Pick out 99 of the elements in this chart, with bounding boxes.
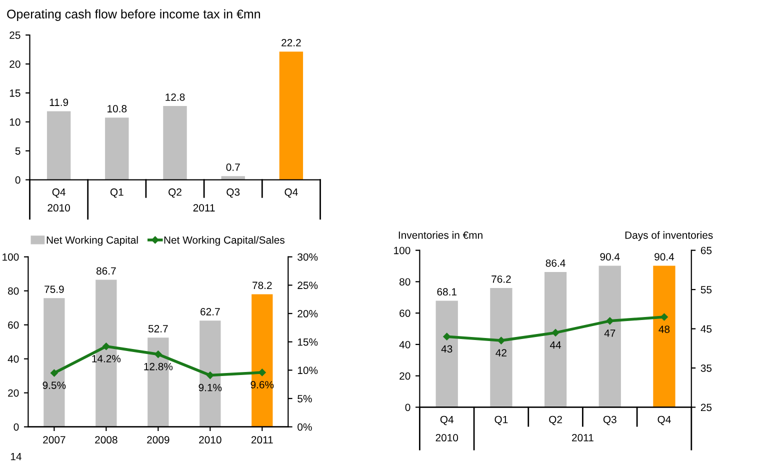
bar xyxy=(250,294,274,427)
y-tick-label: 60 xyxy=(8,321,19,329)
y2-tick-label: 35 xyxy=(700,364,712,372)
bar xyxy=(598,265,622,408)
data-label: 11.9 xyxy=(50,98,68,106)
x-tick-label: 2008 xyxy=(95,436,118,444)
x-tick-label: Q3 xyxy=(226,188,240,198)
chart-title: Operating cash flow before income tax in €mn xyxy=(7,9,260,21)
data-label: 86.4 xyxy=(546,259,566,267)
data-label: 90.4 xyxy=(654,253,674,261)
y2-tick-label: 15% xyxy=(298,338,318,346)
data-label: 42 xyxy=(496,349,506,356)
x-tick-label: Q4 xyxy=(284,188,298,198)
bar xyxy=(489,287,513,408)
y-tick-label: 40 xyxy=(399,340,410,348)
bar xyxy=(652,265,676,408)
y-tick-label: 25 xyxy=(10,32,20,39)
point xyxy=(258,368,266,376)
y2-tick-label: 20% xyxy=(298,310,318,318)
x-tick-label: 2007 xyxy=(43,436,66,444)
point xyxy=(660,313,668,321)
y-tick-label: 20 xyxy=(8,389,19,397)
x-tick-label: Q4 xyxy=(658,416,671,426)
text: 2010 xyxy=(48,204,70,212)
point xyxy=(102,342,110,350)
y-tick-label: 20 xyxy=(10,60,20,68)
bar xyxy=(42,297,66,427)
data-label: 78.2 xyxy=(252,282,272,290)
bar xyxy=(278,50,304,180)
y-tick-label: 80 xyxy=(8,287,19,295)
y-axis-title: Inventories in €mn xyxy=(398,231,482,239)
y-tick-label: 0 xyxy=(14,423,19,431)
data-label: 9.5% xyxy=(42,382,66,389)
point xyxy=(443,332,450,340)
point xyxy=(154,350,162,358)
data-label: 76.2 xyxy=(492,275,511,283)
y-tick-label: 0 xyxy=(15,176,20,184)
y2-tick-label: 25 xyxy=(700,404,712,412)
data-label: 9.1% xyxy=(198,384,222,392)
data-label: 44 xyxy=(550,341,562,349)
point xyxy=(552,329,560,336)
y2-tick-label: 45 xyxy=(700,325,712,333)
point xyxy=(606,317,614,325)
bar xyxy=(435,300,459,408)
y-tick-label: 20 xyxy=(400,372,410,380)
y2-tick-label: 30% xyxy=(298,253,318,261)
data-label: 48 xyxy=(658,326,670,333)
data-label: 0.7 xyxy=(226,164,240,171)
bar xyxy=(46,110,72,180)
data-label: 12.8% xyxy=(144,362,173,370)
x-tick-label: Q3 xyxy=(603,416,616,426)
data-label: 62.7 xyxy=(200,308,220,316)
point xyxy=(50,369,58,377)
data-label: 14.2% xyxy=(92,354,121,362)
y2-tick-label: 0% xyxy=(298,423,312,431)
data-label: 47 xyxy=(604,330,616,337)
point xyxy=(206,372,214,379)
bar xyxy=(104,116,130,180)
text: 2011 xyxy=(193,204,215,212)
legend-label: Net Working Capital/Sales xyxy=(164,236,284,246)
data-label: 22.2 xyxy=(282,39,301,46)
y-tick-label: 10 xyxy=(10,118,20,126)
y-tick-label: 100 xyxy=(394,246,410,254)
data-label: 10.8 xyxy=(108,105,127,112)
data-label: 43 xyxy=(441,345,452,353)
data-label: 75.9 xyxy=(44,286,64,293)
data-label: 68.1 xyxy=(437,288,456,296)
data-label: 90.4 xyxy=(600,253,620,261)
x-tick-label: 2009 xyxy=(147,436,170,444)
bar xyxy=(162,105,188,180)
y2-axis-title: Days of inventories xyxy=(625,231,713,241)
text: 14 xyxy=(10,453,22,460)
y-tick-label: 15 xyxy=(10,90,20,97)
x-tick-label: 2011 xyxy=(251,436,273,444)
x-tick-label: Q2 xyxy=(168,188,182,198)
y-tick-label: 60 xyxy=(400,310,410,317)
y2-tick-label: 55 xyxy=(700,286,712,294)
y-tick-label: 40 xyxy=(8,355,19,363)
point xyxy=(498,336,505,344)
data-label: 12.8 xyxy=(166,93,185,101)
x-tick-label: 2010 xyxy=(199,436,222,444)
y-tick-label: 5 xyxy=(15,147,20,155)
y2-tick-label: 65 xyxy=(700,246,712,254)
y2-tick-label: 5% xyxy=(298,395,312,402)
bar xyxy=(198,320,222,427)
legend-label: Net Working Capital xyxy=(46,236,138,246)
x-tick-label: Q2 xyxy=(549,416,562,426)
x-tick-label: Q4 xyxy=(440,416,454,426)
data-label: 86.7 xyxy=(96,267,116,275)
y-tick-label: 100 xyxy=(2,253,19,261)
x-tick-label: Q1 xyxy=(494,416,508,426)
x-tick-label: Q4 xyxy=(52,188,66,198)
y-tick-label: 0 xyxy=(405,404,410,412)
data-label: 52.7 xyxy=(148,325,168,332)
y2-tick-label: 10% xyxy=(298,366,318,374)
y-tick-label: 80 xyxy=(400,278,410,286)
x-tick-label: Q1 xyxy=(110,188,124,198)
y2-tick-label: 25% xyxy=(298,282,318,290)
bar xyxy=(544,271,568,408)
